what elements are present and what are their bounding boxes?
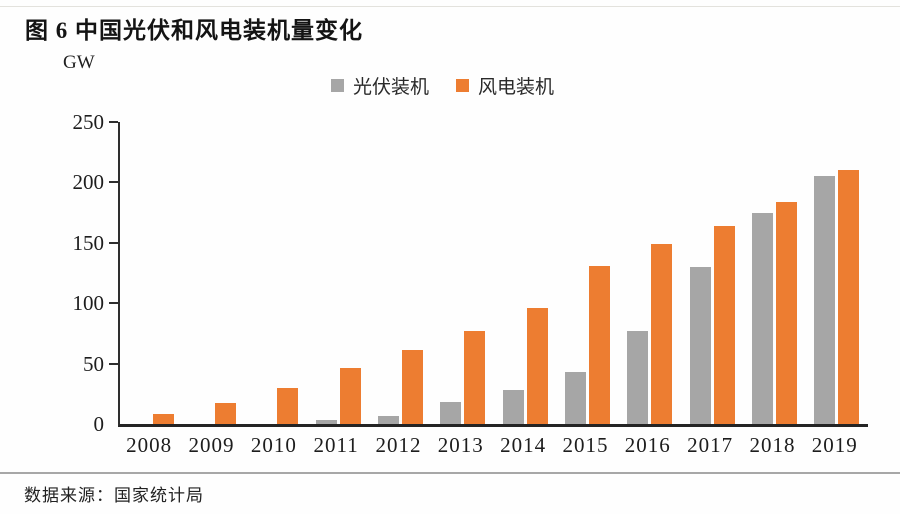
x-axis-label: 2009 bbox=[188, 433, 235, 457]
bar-pv-2019 bbox=[814, 176, 836, 424]
bar-group-2015 bbox=[556, 122, 618, 424]
bar-group-2017 bbox=[681, 122, 743, 424]
x-axis-label: 2010 bbox=[250, 433, 297, 457]
bar-wind-2013 bbox=[464, 330, 486, 424]
bar-pv-2016 bbox=[627, 330, 649, 424]
bar-group-2011 bbox=[307, 122, 369, 424]
y-axis-tick bbox=[109, 121, 118, 123]
x-axis-label: 2017 bbox=[687, 433, 734, 457]
bar-group-2014 bbox=[494, 122, 556, 424]
y-axis-tick bbox=[109, 241, 118, 244]
y-axis-tick-label: 250 bbox=[72, 110, 105, 134]
bars-row bbox=[120, 122, 868, 424]
x-axis-label: 2019 bbox=[811, 433, 858, 457]
bar-wind-2009 bbox=[214, 403, 236, 424]
bar-wind-2019 bbox=[838, 170, 860, 424]
bar-group-2010 bbox=[245, 122, 307, 424]
figure-title: 图 6 中国光伏和风电装机量变化 bbox=[25, 18, 363, 43]
x-axis-label: 2016 bbox=[624, 433, 671, 457]
x-axis-labels: 2008 2009 2010 2011 2012 2013 2014 2015 2016 2017… bbox=[118, 433, 866, 458]
bar-pv-2011 bbox=[315, 420, 337, 424]
bar-pv-2014 bbox=[502, 390, 524, 424]
wind-legend-swatch-icon bbox=[456, 79, 470, 92]
legend-label-pv: 光伏装机 bbox=[353, 77, 430, 98]
y-axis-tick bbox=[109, 362, 118, 365]
y-axis-tick bbox=[109, 302, 118, 305]
bar-pv-2018 bbox=[751, 212, 773, 424]
x-axis-label: 2014 bbox=[500, 433, 547, 457]
y-axis-unit-label: GW bbox=[63, 52, 95, 73]
bar-wind-2008 bbox=[152, 414, 174, 424]
bar-pv-2015 bbox=[564, 372, 586, 424]
legend: 光伏装机 风电装机 bbox=[331, 72, 554, 99]
bar-pv-2012 bbox=[377, 415, 399, 424]
bottom-divider bbox=[0, 472, 900, 474]
x-axis-label: 2012 bbox=[375, 433, 422, 457]
bar-group-2016 bbox=[619, 122, 681, 424]
bar-wind-2011 bbox=[339, 368, 361, 424]
bar-wind-2016 bbox=[651, 244, 673, 424]
bar-wind-2014 bbox=[526, 308, 548, 424]
bar-group-2008 bbox=[120, 122, 182, 424]
bar-wind-2010 bbox=[277, 387, 299, 424]
plot-area bbox=[118, 122, 868, 427]
y-axis-tick-label: 50 bbox=[83, 351, 104, 376]
y-axis-tick-label: 0 bbox=[93, 412, 105, 436]
x-axis-label: 2011 bbox=[313, 433, 359, 457]
bar-group-2009 bbox=[182, 122, 244, 424]
bar-group-2012 bbox=[369, 122, 431, 424]
x-axis-label: 2018 bbox=[749, 433, 796, 457]
x-axis-label: 2013 bbox=[437, 433, 484, 457]
bar-group-2019 bbox=[806, 122, 868, 424]
legend-label-wind: 风电装机 bbox=[478, 77, 555, 98]
y-axis-tick bbox=[109, 181, 118, 184]
x-axis-label: 2015 bbox=[562, 433, 609, 457]
top-divider bbox=[0, 6, 900, 7]
bar-wind-2017 bbox=[713, 225, 735, 424]
bar-group-2013 bbox=[432, 122, 494, 424]
pv-legend-swatch-icon bbox=[331, 79, 344, 92]
y-axis-tick-label: 150 bbox=[72, 230, 105, 255]
x-axis-label: 2008 bbox=[126, 433, 173, 457]
bar-wind-2018 bbox=[775, 201, 797, 424]
y-axis-tick-label: 200 bbox=[72, 170, 105, 195]
source-note: 数据来源：国家统计局 bbox=[24, 486, 204, 505]
y-axis-tick-label: 100 bbox=[72, 291, 105, 316]
bar-wind-2012 bbox=[401, 350, 423, 424]
bar-pv-2013 bbox=[440, 402, 462, 424]
bar-pv-2017 bbox=[689, 266, 711, 424]
bar-group-2018 bbox=[743, 122, 805, 424]
bar-wind-2015 bbox=[588, 265, 610, 424]
legend-item-pv: 光伏装机 bbox=[331, 72, 429, 99]
legend-item-wind: 风电装机 bbox=[456, 72, 554, 99]
